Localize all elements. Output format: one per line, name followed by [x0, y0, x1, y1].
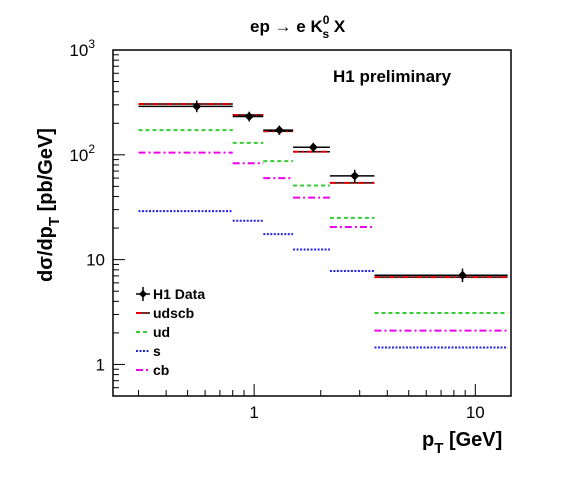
chart-title-superscript: 0 — [323, 13, 330, 27]
x-tick-label: 10 — [466, 403, 485, 422]
chart-title-tail: X — [329, 17, 346, 36]
y-tick-label-base: 10 — [69, 41, 88, 60]
data-point-marker — [274, 125, 284, 135]
legend-entry: ud — [136, 324, 170, 340]
legend-entry: cb — [136, 362, 169, 378]
y-axis-title-subscript: T — [46, 217, 63, 226]
x-axis-title-tail: [GeV] — [443, 429, 502, 451]
y-tick-label-base: 10 — [86, 251, 105, 270]
chart-title-subscript: s — [322, 27, 329, 41]
data-point — [374, 268, 508, 283]
legend-label: ud — [153, 324, 170, 340]
legend-entry: s — [136, 343, 161, 359]
legend-entry: udscb — [136, 305, 194, 321]
legend-label: udscb — [153, 305, 194, 321]
y-axis-title-main: dσ/dp — [35, 226, 57, 282]
data-point — [329, 169, 375, 183]
y-axis-title: dσ/dpT [pb/GeV] — [35, 128, 63, 282]
data-point — [232, 111, 264, 122]
legend-label: s — [153, 343, 161, 359]
legend-label: cb — [153, 362, 169, 378]
y-tick-label: 103 — [69, 37, 95, 60]
x-axis-title: pT [GeV] — [422, 429, 502, 457]
y-axis-title-tail: [pb/GeV] — [35, 128, 57, 217]
data-point-marker — [457, 270, 467, 280]
data-point-marker — [244, 112, 254, 122]
x-axis-title-main: p — [422, 429, 434, 451]
data-point — [138, 100, 233, 113]
annotation-label: H1 preliminary — [333, 67, 452, 86]
legend-label: H1 Data — [153, 286, 205, 302]
data-point-marker — [192, 101, 202, 111]
data-point-marker — [308, 142, 318, 152]
legend-entry: H1 Data — [136, 286, 205, 302]
data-point-marker — [350, 171, 360, 181]
y-tick-label-base: 1 — [96, 355, 105, 374]
legend-swatch-marker — [139, 290, 147, 298]
plot-frame — [112, 49, 512, 397]
chart-title: ep → e K0 s X — [250, 13, 346, 41]
y-tick-label: 1 — [96, 355, 105, 374]
y-tick-label: 10 — [86, 251, 105, 270]
y-tick-label-exponent: 2 — [88, 142, 95, 156]
data-point — [263, 125, 294, 135]
y-tick-label: 102 — [69, 142, 95, 165]
x-tick-label: 1 — [249, 403, 258, 422]
x-axis-title-subscript: T — [434, 440, 443, 457]
data-point — [293, 142, 330, 153]
chart-title-main: ep → e K — [250, 17, 323, 36]
y-tick-label-base: 10 — [69, 146, 88, 165]
y-tick-label-exponent: 3 — [88, 37, 95, 51]
